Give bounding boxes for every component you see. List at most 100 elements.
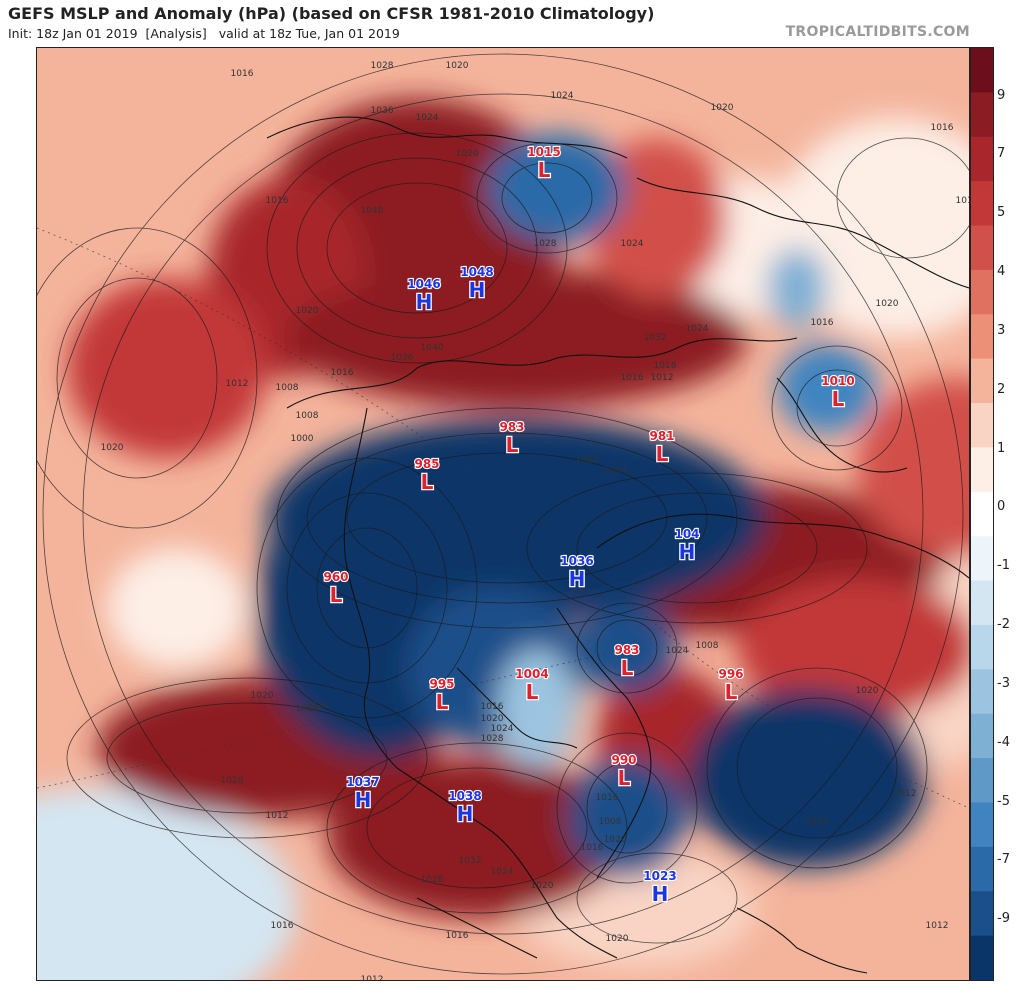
isobar-label: 1012	[926, 921, 949, 931]
isobar-label: 1016	[271, 921, 294, 931]
center-pressure-value: 996	[718, 667, 743, 681]
colorbar-tick-label: 3	[997, 323, 1006, 338]
isobar-label: 1036	[391, 353, 414, 363]
isobar-label: 1016	[806, 817, 829, 827]
isobar-label: 1020	[101, 443, 124, 453]
colorbar-step	[971, 225, 993, 271]
site-brand[interactable]: TROPICALTIDBITS.COM	[785, 24, 970, 40]
isobar-label: 1016	[621, 373, 644, 383]
center-type-letter: L	[330, 583, 343, 607]
colorbar-tick-label: -5	[997, 794, 1010, 809]
anomaly-colorbar	[970, 47, 994, 981]
center-type-letter: L	[725, 680, 738, 704]
center-type-letter: L	[656, 442, 669, 466]
isobar-label: 1012	[361, 975, 384, 980]
colorbar-tick-label: 4	[997, 264, 1006, 279]
colorbar-step	[971, 536, 993, 582]
colorbar-tick-label: -1	[997, 558, 1010, 573]
colorbar-step	[971, 624, 993, 670]
isobar-label: 1016	[811, 318, 834, 328]
center-pressure-value: 1038	[448, 789, 481, 803]
colorbar-tick-label: 9	[997, 88, 1006, 103]
isobar-label: 1016	[331, 368, 354, 378]
center-type-letter: H	[457, 802, 474, 826]
center-pressure-value: 990	[611, 753, 636, 767]
isobar-label: 1024	[686, 324, 709, 334]
isobar-label: 1024	[666, 646, 689, 656]
anomaly-map: 1016 1028 1020 1024 1020 1020 1016 1036 1024 1040…	[36, 47, 970, 981]
isobar-label: 1004	[576, 456, 599, 466]
center-type-letter: L	[621, 656, 634, 680]
isobar-label: 1040	[361, 206, 384, 216]
isobar-label: 1032	[459, 856, 482, 866]
map-subtitle: Init: 18z Jan 01 2019 [Analysis] valid a…	[8, 26, 400, 41]
center-type-letter: L	[538, 158, 551, 182]
isobar-label: 1020	[446, 61, 469, 71]
center-type-letter: H	[652, 882, 669, 906]
center-pressure-value: 985	[414, 457, 439, 471]
center-pressure-value: 983	[614, 643, 639, 657]
isobar-label: 1024	[551, 91, 574, 101]
isobar-label: 1024	[621, 239, 644, 249]
center-type-letter: H	[469, 278, 486, 302]
center-type-letter: H	[679, 540, 696, 564]
init-time: Init: 18z Jan 01 2019	[8, 26, 138, 41]
center-pressure-value: 1036	[560, 554, 593, 568]
isobar-label: 1016	[481, 702, 504, 712]
colorbar-step	[971, 447, 993, 493]
isobar-label: 1020	[606, 934, 629, 944]
isobar-label: 1016	[446, 931, 469, 941]
center-type-letter: H	[355, 788, 372, 812]
isobar-label: 1020	[481, 714, 504, 724]
isobar-label: 1020	[711, 103, 734, 113]
isobar-label: 1032	[644, 333, 667, 343]
isobar-label: 1016	[931, 123, 954, 133]
center-pressure-value: 960	[323, 570, 348, 584]
center-type-letter: L	[506, 433, 519, 457]
isobar-label: 1028	[534, 239, 557, 249]
center-pressure-value: 1048	[460, 265, 493, 279]
isobar-label: 1028	[421, 875, 444, 885]
colorbar-step	[971, 580, 993, 626]
colorbar-step	[971, 891, 993, 937]
isobar-label: 1024	[306, 701, 329, 711]
isobar-label: 1036	[371, 106, 394, 116]
center-pressure-value: 1037	[346, 775, 379, 789]
center-pressure-value: 983	[499, 420, 524, 434]
center-pressure-value: 1004	[515, 667, 548, 681]
isobar-label-layer: 1016 1028 1020 1024 1020 1020 1016 1036 1024 1040…	[101, 61, 969, 980]
colorbar-step	[971, 935, 993, 980]
isobar-label: 1012	[226, 379, 249, 389]
isobar-label: 1020	[604, 835, 627, 845]
isobar-label: 1028	[481, 734, 504, 744]
isobar-label: 1004	[604, 466, 627, 476]
colorbar-tick-label: -2	[997, 617, 1010, 632]
isobar-label: 1040	[421, 343, 444, 353]
isobar-label: 1008	[599, 817, 622, 827]
isobar-label: 1024	[296, 704, 319, 714]
isobar-label: 1016	[231, 69, 254, 79]
isobar-label: 1000	[291, 434, 314, 444]
colorbar-step	[971, 491, 993, 537]
colorbar-tick-label: 5	[997, 205, 1006, 220]
isobar-label: 1020	[876, 299, 899, 309]
colorbar-step	[971, 358, 993, 404]
isobar-label: 1020	[531, 881, 554, 891]
center-type-letter: H	[569, 567, 586, 591]
colorbar-step	[971, 48, 993, 93]
center-pressure-value: 1046	[407, 277, 440, 291]
